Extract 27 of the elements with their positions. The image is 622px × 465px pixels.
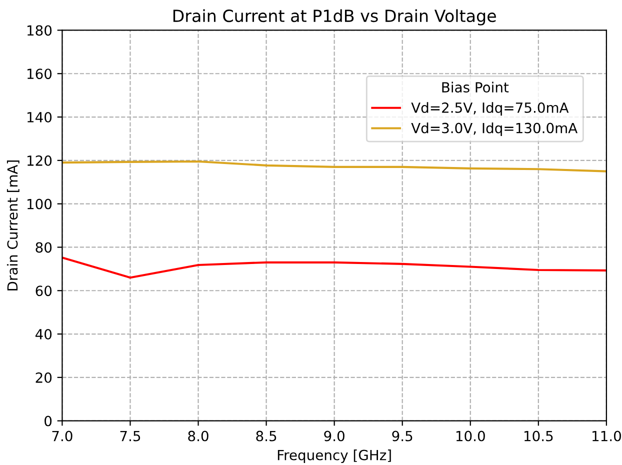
legend-title: Bias Point [442, 82, 509, 93]
x-tick-label: 7.5 [120, 430, 140, 442]
y-tick-label: 100 [27, 198, 52, 210]
y-tick-label: 160 [27, 68, 52, 80]
line-series [62, 256, 606, 279]
x-tick-label: 7.0 [52, 430, 72, 442]
y-axis-title: Drain Current [mA] [6, 160, 20, 290]
y-tick-label: 40 [35, 328, 52, 340]
legend-label: Vd=3.0V, Idq=130.0mA [411, 122, 578, 136]
x-axis-title: Frequency [GHz] [278, 450, 391, 463]
y-tick-label: 180 [27, 25, 52, 36]
x-tick-label: 10.0 [456, 430, 485, 442]
x-tick-label: 9.0 [324, 430, 344, 442]
y-tick-label: 80 [36, 242, 52, 253]
y-tick-label: 120 [27, 155, 52, 166]
x-tick-label: 9.5 [392, 430, 412, 442]
x-tick-label: 8.0 [188, 430, 208, 442]
chart-title: Drain Current at P1dB vs Drain Voltage [173, 9, 496, 26]
x-tick-label: 10.5 [524, 430, 553, 442]
line-series [62, 160, 606, 172]
x-tick-label: 8.5 [256, 430, 276, 442]
x-tick-label: 11.0 [592, 430, 621, 442]
y-tick-label: 0 [44, 416, 52, 426]
legend-label: Vd=2.5V, Idq=75.0mA [411, 102, 569, 116]
y-tick-label: 140 [27, 112, 52, 122]
y-tick-label: 20 [36, 372, 52, 383]
y-tick-label: 60 [36, 286, 52, 296]
